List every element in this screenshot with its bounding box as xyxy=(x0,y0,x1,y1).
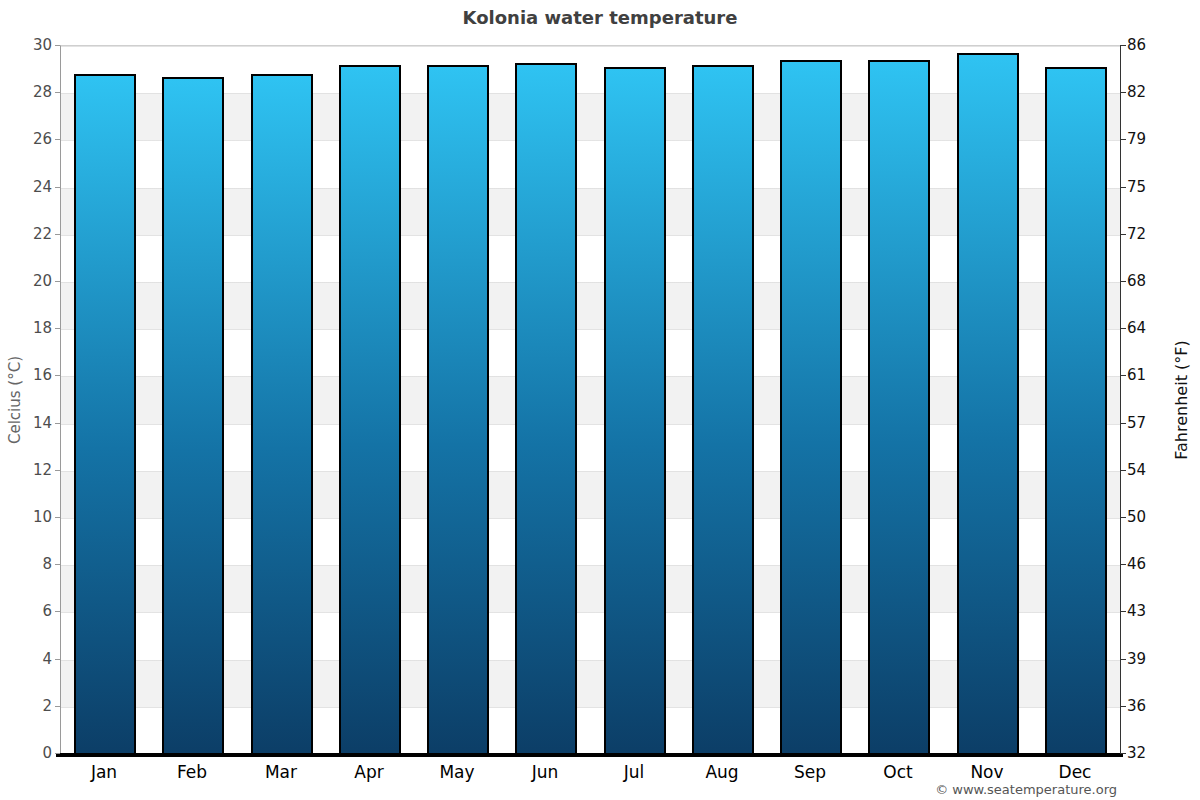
celsius-tick-mark xyxy=(55,328,60,329)
celsius-tick-label: 12 xyxy=(8,461,52,479)
fahrenheit-tick-label: 75 xyxy=(1127,178,1177,196)
bar-aug[interactable] xyxy=(692,65,754,754)
bar-feb[interactable] xyxy=(162,77,224,754)
celsius-tick-label: 18 xyxy=(8,319,52,337)
celsius-tick-mark xyxy=(55,753,60,754)
fahrenheit-tick-mark xyxy=(1120,375,1126,376)
fahrenheit-tick-label: 86 xyxy=(1127,36,1177,54)
fahrenheit-tick-mark xyxy=(1120,423,1126,424)
celsius-tick-mark xyxy=(55,517,60,518)
fahrenheit-tick-label: 72 xyxy=(1127,225,1177,243)
watermark-text: © www.seatemperature.org xyxy=(935,782,1117,797)
celsius-tick-mark xyxy=(55,470,60,471)
celsius-tick-mark xyxy=(55,234,60,235)
bar-apr[interactable] xyxy=(339,65,401,754)
chart-title: Kolonia water temperature xyxy=(0,7,1200,28)
bar-nov[interactable] xyxy=(957,53,1019,754)
plot-area xyxy=(60,45,1121,754)
month-label-feb: Feb xyxy=(148,762,236,782)
celsius-tick-mark xyxy=(55,187,60,188)
month-label-may: May xyxy=(413,762,501,782)
month-label-jun: Jun xyxy=(501,762,589,782)
celsius-tick-label: 24 xyxy=(8,178,52,196)
celsius-tick-mark xyxy=(55,659,60,660)
bar-mar[interactable] xyxy=(251,74,313,754)
fahrenheit-tick-label: 36 xyxy=(1127,697,1177,715)
fahrenheit-tick-mark xyxy=(1120,92,1126,93)
celsius-tick-label: 20 xyxy=(8,272,52,290)
celsius-tick-mark xyxy=(55,564,60,565)
fahrenheit-tick-label: 32 xyxy=(1127,744,1177,762)
fahrenheit-tick-mark xyxy=(1120,706,1126,707)
celsius-tick-label: 6 xyxy=(8,602,52,620)
fahrenheit-tick-label: 43 xyxy=(1127,602,1177,620)
fahrenheit-tick-label: 64 xyxy=(1127,319,1177,337)
celsius-tick-label: 4 xyxy=(8,650,52,668)
month-label-jan: Jan xyxy=(60,762,148,782)
month-label-mar: Mar xyxy=(237,762,325,782)
celsius-tick-label: 30 xyxy=(8,36,52,54)
celsius-tick-label: 28 xyxy=(8,83,52,101)
month-label-sep: Sep xyxy=(766,762,854,782)
month-label-dec: Dec xyxy=(1031,762,1119,782)
fahrenheit-tick-mark xyxy=(1120,281,1126,282)
fahrenheit-tick-mark xyxy=(1120,187,1126,188)
bar-may[interactable] xyxy=(427,65,489,754)
bar-oct[interactable] xyxy=(868,60,930,754)
celsius-tick-mark xyxy=(55,92,60,93)
celsius-tick-label: 26 xyxy=(8,130,52,148)
celsius-tick-mark xyxy=(55,281,60,282)
bar-jun[interactable] xyxy=(515,63,577,754)
fahrenheit-tick-label: 57 xyxy=(1127,414,1177,432)
celsius-tick-mark xyxy=(55,375,60,376)
fahrenheit-tick-mark xyxy=(1120,139,1126,140)
month-label-jul: Jul xyxy=(590,762,678,782)
celsius-tick-label: 10 xyxy=(8,508,52,526)
celsius-tick-mark xyxy=(55,45,60,46)
fahrenheit-tick-mark xyxy=(1120,45,1126,46)
fahrenheit-tick-mark xyxy=(1120,659,1126,660)
bar-sep[interactable] xyxy=(780,60,842,754)
fahrenheit-tick-mark xyxy=(1120,753,1126,754)
fahrenheit-tick-mark xyxy=(1120,328,1126,329)
bar-jul[interactable] xyxy=(604,67,666,754)
fahrenheit-tick-label: 54 xyxy=(1127,461,1177,479)
fahrenheit-tick-label: 68 xyxy=(1127,272,1177,290)
celsius-tick-label: 2 xyxy=(8,697,52,715)
celsius-tick-mark xyxy=(55,139,60,140)
fahrenheit-tick-label: 46 xyxy=(1127,555,1177,573)
celsius-axis-title: Celcius (°C) xyxy=(6,356,24,444)
fahrenheit-tick-mark xyxy=(1120,470,1126,471)
celsius-tick-mark xyxy=(55,611,60,612)
fahrenheit-axis-title: Fahrenheit (°F) xyxy=(1172,340,1191,459)
bar-jan[interactable] xyxy=(74,74,136,754)
water-temperature-chart: Kolonia water temperature 30282624222018… xyxy=(0,0,1200,800)
fahrenheit-tick-label: 39 xyxy=(1127,650,1177,668)
fahrenheit-tick-mark xyxy=(1120,611,1126,612)
month-label-apr: Apr xyxy=(325,762,413,782)
fahrenheit-tick-label: 82 xyxy=(1127,83,1177,101)
celsius-tick-label: 0 xyxy=(8,744,52,762)
fahrenheit-tick-label: 50 xyxy=(1127,508,1177,526)
fahrenheit-tick-label: 61 xyxy=(1127,366,1177,384)
fahrenheit-tick-mark xyxy=(1120,234,1126,235)
fahrenheit-tick-mark xyxy=(1120,517,1126,518)
celsius-tick-label: 8 xyxy=(8,555,52,573)
bar-dec[interactable] xyxy=(1045,67,1107,754)
month-label-nov: Nov xyxy=(943,762,1031,782)
fahrenheit-tick-label: 79 xyxy=(1127,130,1177,148)
celsius-tick-mark xyxy=(55,423,60,424)
fahrenheit-tick-mark xyxy=(1120,564,1126,565)
celsius-tick-label: 22 xyxy=(8,225,52,243)
month-label-oct: Oct xyxy=(854,762,942,782)
month-label-aug: Aug xyxy=(678,762,766,782)
x-axis-line xyxy=(56,753,1123,757)
celsius-tick-mark xyxy=(55,706,60,707)
